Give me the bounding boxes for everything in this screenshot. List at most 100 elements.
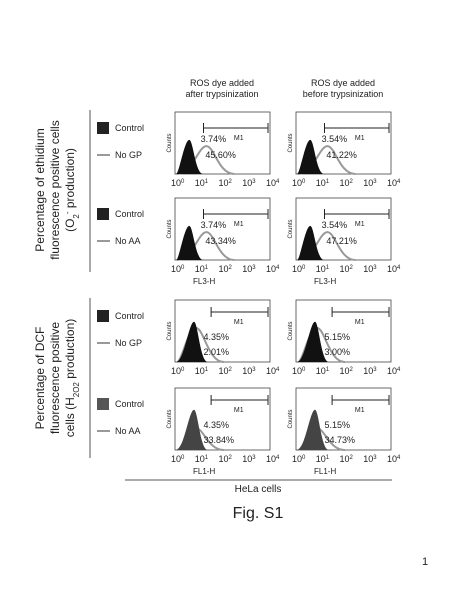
gate-label: M1 [355, 221, 365, 228]
row-group-line: fluorescence positive cells [48, 120, 62, 259]
control-histogram [176, 321, 208, 362]
text-part: 10 [266, 454, 276, 464]
gate-marker [203, 209, 269, 219]
gate-label: M1 [234, 221, 244, 228]
plot-frame [295, 111, 392, 175]
text-part: 10 [219, 264, 229, 274]
legend-label: Control [115, 123, 144, 133]
x-tick-label: 104 [387, 178, 401, 188]
treatment-percent: 41.22% [326, 150, 357, 160]
text-part: 3 [373, 179, 377, 185]
text-part: 4 [276, 455, 280, 461]
x-tick-label: 102 [340, 454, 354, 464]
legend-label: Control [115, 311, 144, 321]
x-tick-label: 101 [195, 264, 209, 274]
x-tick-label: 102 [219, 366, 233, 376]
y-axis-label: Counts [167, 409, 173, 428]
x-tick-label: 101 [195, 366, 209, 376]
legend-swatch [97, 208, 109, 220]
text-part: (O [63, 219, 77, 232]
text-part: 1 [205, 179, 209, 185]
x-tick-label: 100 [292, 366, 306, 376]
text-part: 3 [252, 265, 256, 271]
control-histogram [297, 139, 325, 174]
x-tick-label: 104 [266, 264, 280, 274]
text-part: 2 [72, 214, 81, 219]
text-part: 2 [72, 392, 81, 397]
text-part: cells (H [63, 397, 77, 437]
control-percent: 3.54% [322, 220, 348, 230]
y-axis-label: Counts [167, 133, 173, 152]
treatment-percent: 45.60% [205, 150, 236, 160]
x-tick-label: 102 [340, 178, 354, 188]
text-part: 1 [326, 367, 330, 373]
text-part: 10 [316, 264, 326, 274]
plot-frame [174, 111, 271, 175]
gate-label: M1 [234, 319, 244, 326]
control-percent: 5.15% [325, 332, 351, 342]
text-part: production) [63, 319, 77, 382]
x-tick-label: 102 [340, 264, 354, 274]
text-part: 4 [397, 265, 401, 271]
text-part: 3 [373, 367, 377, 373]
text-part: Percentage of DCF [33, 327, 47, 430]
gate-marker [331, 307, 390, 317]
gate-marker [324, 123, 390, 133]
x-tick-label: 101 [316, 366, 330, 376]
text-part: 10 [171, 264, 181, 274]
text-part: 2 [350, 455, 354, 461]
text-part: 0 [181, 265, 185, 271]
text-part: 10 [387, 178, 397, 188]
text-part: fluorescence positive [48, 322, 62, 434]
x-tick-label: 103 [242, 366, 256, 376]
column-header: ROS dye added [190, 78, 254, 88]
x-tick-label: 102 [219, 178, 233, 188]
x-tick-label: 100 [171, 264, 185, 274]
x-tick-label: 103 [363, 366, 377, 376]
text-part: 4 [276, 179, 280, 185]
control-percent: 4.35% [204, 420, 230, 430]
x-axis-label: FL1-H [314, 467, 336, 476]
x-tick-label: 104 [266, 366, 280, 376]
y-axis-label: Counts [288, 219, 294, 238]
text-part: 2 [229, 455, 233, 461]
text-part: 2 [229, 179, 233, 185]
control-histogram [297, 321, 329, 362]
treatment-percent: 43.34% [205, 236, 236, 246]
gate-marker [210, 307, 269, 317]
x-axis-label: FL3-H [193, 277, 215, 286]
text-part: 1 [205, 265, 209, 271]
text-part: 10 [242, 264, 252, 274]
text-part: 10 [292, 264, 302, 274]
control-percent: 3.74% [201, 220, 227, 230]
control-percent: 5.15% [325, 420, 351, 430]
text-part: 4 [397, 367, 401, 373]
text-part: 10 [363, 264, 373, 274]
legend-label: No AA [115, 236, 141, 246]
x-tick-label: 104 [387, 264, 401, 274]
control-percent: 3.74% [201, 134, 227, 144]
text-part: 10 [171, 454, 181, 464]
row-group-line: fluorescence positive [48, 322, 62, 434]
column-header: after trypsinization [185, 89, 258, 99]
text-part: 10 [316, 366, 326, 376]
text-part: 10 [195, 454, 205, 464]
treatment-percent: 47.21% [326, 236, 357, 246]
gate-marker [203, 123, 269, 133]
x-tick-label: 100 [292, 454, 306, 464]
control-histogram [176, 409, 208, 450]
text-part: 10 [340, 454, 350, 464]
treatment-percent: 33.84% [204, 435, 235, 445]
text-part: 10 [387, 366, 397, 376]
y-axis-label: Counts [167, 219, 173, 238]
text-part: 1 [205, 455, 209, 461]
text-part: 10 [171, 178, 181, 188]
x-tick-label: 100 [171, 454, 185, 464]
text-part: 3 [373, 265, 377, 271]
gate-label: M1 [234, 135, 244, 142]
text-part: 4 [276, 367, 280, 373]
x-tick-label: 103 [363, 178, 377, 188]
gate-label: M1 [234, 407, 244, 414]
text-part: 3 [373, 455, 377, 461]
